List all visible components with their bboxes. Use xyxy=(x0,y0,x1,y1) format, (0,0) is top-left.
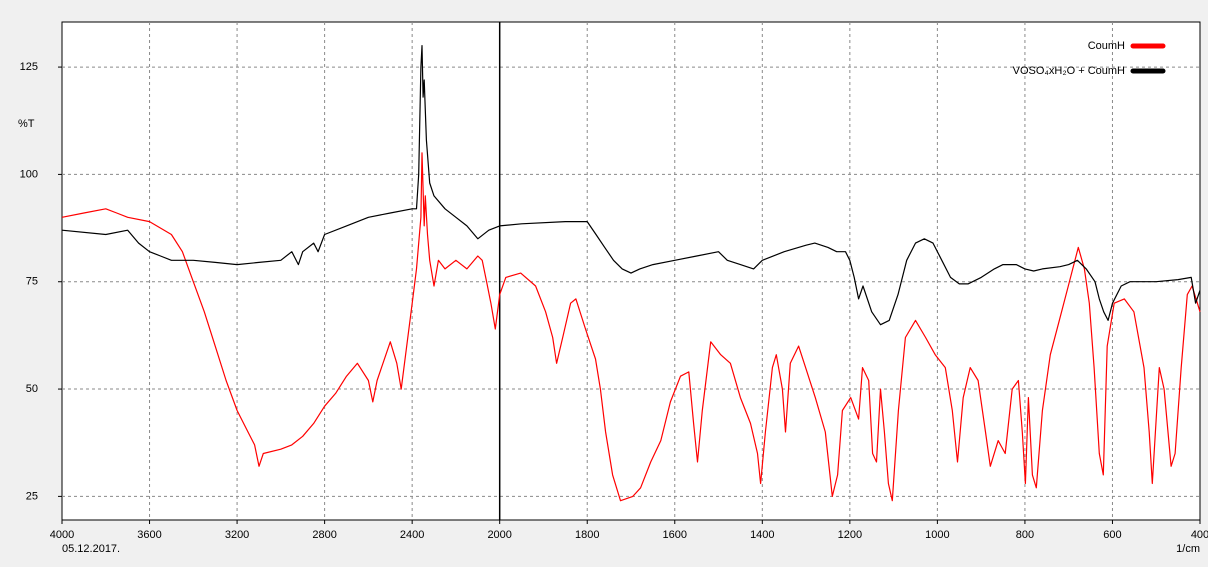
x-unit-label: 1/cm xyxy=(1176,543,1200,555)
date-label: 05.12.2017. xyxy=(62,543,120,555)
x-tick-label: 2800 xyxy=(312,529,336,541)
x-tick-label: 800 xyxy=(1016,529,1034,541)
x-tick-label: 1400 xyxy=(750,529,774,541)
x-tick-label: 1000 xyxy=(925,529,949,541)
x-tick-label: 600 xyxy=(1103,529,1121,541)
y-tick-label: 50 xyxy=(26,383,38,395)
legend-label: CoumH xyxy=(1088,40,1125,52)
y-tick-label: 125 xyxy=(20,61,38,73)
y-axis-label: %T xyxy=(18,118,35,130)
x-tick-label: 400 xyxy=(1191,529,1208,541)
x-tick-label: 2400 xyxy=(400,529,424,541)
spectrum-line xyxy=(61,152,1201,502)
x-tick-label: 1200 xyxy=(838,529,862,541)
plot-area xyxy=(61,21,1201,521)
y-tick-label: 100 xyxy=(20,168,38,180)
x-tick-label: 2000 xyxy=(487,529,511,541)
y-tick-label: 75 xyxy=(26,276,38,288)
x-tick-label: 4000 xyxy=(50,529,74,541)
y-tick-label: 25 xyxy=(26,490,38,502)
x-tick-label: 3600 xyxy=(137,529,161,541)
x-tick-label: 1600 xyxy=(663,529,687,541)
legend-label: VOSO₄xH₂O + CoumH xyxy=(1013,65,1125,77)
spectrum-line xyxy=(61,45,1201,326)
x-tick-label: 3200 xyxy=(225,529,249,541)
x-tick-label: 1800 xyxy=(575,529,599,541)
